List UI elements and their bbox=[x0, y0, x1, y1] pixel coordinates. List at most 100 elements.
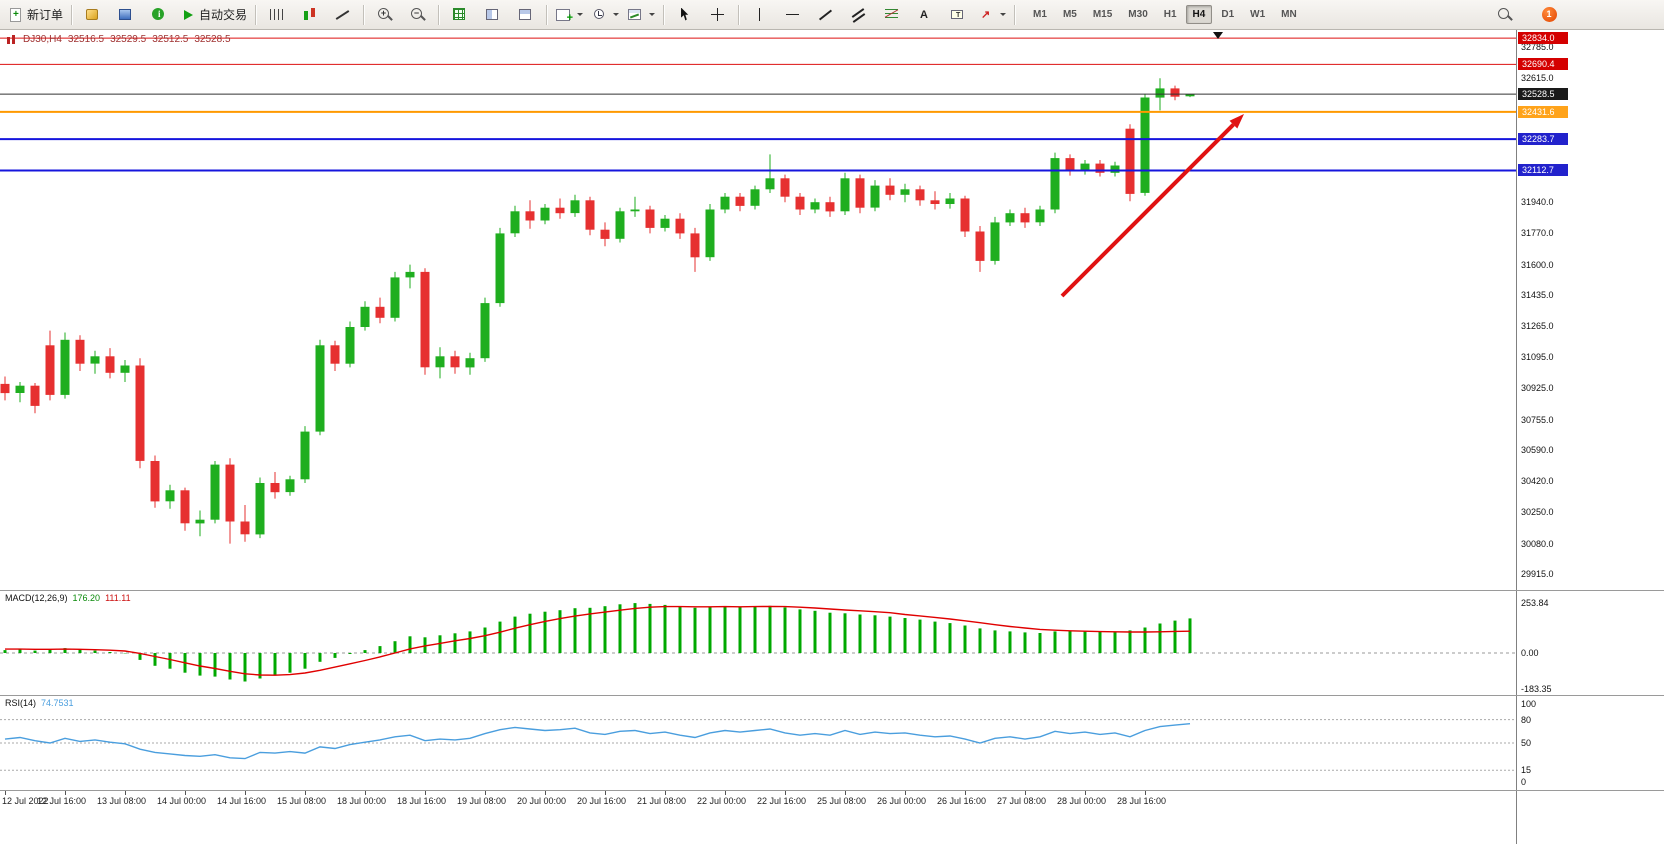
rsi-axis-label: 100 bbox=[1521, 699, 1537, 709]
data-window-button[interactable] bbox=[143, 2, 175, 28]
gold-icon bbox=[85, 7, 101, 23]
market-watch-button[interactable] bbox=[110, 2, 142, 28]
price-level-badge: 32834.0 bbox=[1518, 32, 1568, 44]
zoomin-icon bbox=[377, 7, 393, 23]
fibo-icon bbox=[884, 7, 900, 23]
auto-trading-button-label: 自动交易 bbox=[199, 8, 248, 22]
timeframe-m1[interactable]: M1 bbox=[1033, 9, 1047, 20]
date-axis-tick bbox=[305, 791, 306, 795]
text-label-tool-button[interactable] bbox=[942, 2, 974, 28]
date-label: 28 Jul 00:00 bbox=[1057, 796, 1107, 806]
vertical-line-tool-button[interactable] bbox=[744, 2, 776, 28]
tile-icon bbox=[485, 7, 501, 23]
indicators-grid-button[interactable] bbox=[444, 2, 476, 28]
date-axis[interactable]: 12 Jul 2022 12 Jul 16:00 13 Jul 08:00 14 Ju… bbox=[0, 791, 1516, 811]
zoom-out-button[interactable] bbox=[402, 2, 434, 28]
timeframe-w1[interactable]: W1 bbox=[1250, 9, 1266, 20]
date-label: 14 Jul 00:00 bbox=[157, 796, 207, 806]
zoomout-icon bbox=[410, 7, 426, 23]
price-axis-label: 31770.0 bbox=[1521, 228, 1554, 238]
price-axis-label: 31265.0 bbox=[1521, 321, 1554, 331]
pane-separator[interactable] bbox=[0, 590, 1664, 591]
current-price-badge: 32528.5 bbox=[1518, 88, 1568, 100]
candlestick-mode-button[interactable] bbox=[294, 2, 326, 28]
date-label: 21 Jul 08:00 bbox=[637, 796, 687, 806]
text-tool-button[interactable] bbox=[909, 2, 941, 28]
timeframe-mn[interactable]: MN bbox=[1281, 9, 1297, 20]
price-chart-canvas[interactable] bbox=[0, 30, 1516, 590]
macd-pane[interactable] bbox=[0, 591, 1516, 695]
date-label: 22 Jul 00:00 bbox=[697, 796, 747, 806]
auto-trading-button[interactable]: 自动交易 bbox=[176, 2, 251, 28]
date-axis-tick bbox=[965, 791, 966, 795]
crosshair-tool-button[interactable] bbox=[702, 2, 734, 28]
main-price-pane[interactable] bbox=[0, 30, 1516, 590]
timeframe-m5[interactable]: M5 bbox=[1062, 9, 1077, 20]
symbol-period: DJ30,H4 bbox=[23, 34, 62, 45]
date-label: 27 Jul 08:00 bbox=[997, 796, 1047, 806]
macd-axis-label: 253.84 bbox=[1521, 598, 1549, 608]
macd-canvas[interactable] bbox=[0, 591, 1516, 695]
toolbar: 新订单 自动交易 M1 M5 M15 M30 H1 H4 D1 W1 MN 1 bbox=[0, 0, 1664, 30]
macd-axis-label: -183.35 bbox=[1521, 684, 1552, 694]
rsi-pane[interactable] bbox=[0, 696, 1516, 790]
vline-icon bbox=[752, 7, 768, 23]
trendline-tool-button[interactable] bbox=[810, 2, 842, 28]
timeframe-m30[interactable]: M30 bbox=[1128, 9, 1148, 20]
arrows-tool-button[interactable] bbox=[975, 2, 1010, 28]
bar-chart-mode-button[interactable] bbox=[261, 2, 293, 28]
timeframe-h1[interactable]: H1 bbox=[1163, 9, 1177, 20]
rsi-name: RSI(14) bbox=[5, 698, 37, 708]
new-order-button-label: 新订单 bbox=[27, 8, 64, 22]
ohlc-close: 32528.5 bbox=[194, 34, 231, 45]
dropdown-caret-icon bbox=[649, 13, 656, 16]
horizontal-line-tool-button[interactable] bbox=[777, 2, 809, 28]
toolbar-divider bbox=[663, 4, 666, 25]
crosshair-icon bbox=[710, 7, 726, 23]
date-label: 12 Jul 2022 bbox=[2, 796, 49, 806]
cascade-windows-button[interactable] bbox=[510, 2, 542, 28]
ohlc-low: 32512.5 bbox=[152, 34, 189, 45]
date-axis-tick bbox=[185, 791, 186, 795]
badge1-icon: 1 bbox=[1541, 7, 1557, 22]
new-order-button[interactable]: 新订单 bbox=[4, 2, 67, 28]
price-axis[interactable]: 32785.0 32615.0 31940.0 31770.0 31600.0 31435… bbox=[1516, 30, 1664, 844]
notification-badge[interactable]: 1 bbox=[1533, 2, 1565, 28]
cursor-tool-button[interactable] bbox=[669, 2, 701, 28]
timeframe-m15[interactable]: M15 bbox=[1092, 9, 1113, 20]
date-axis-tick bbox=[425, 791, 426, 795]
date-axis-tick bbox=[485, 791, 486, 795]
date-axis-tick bbox=[125, 791, 126, 795]
timeframe-switcher: M1 M5 M15 M30 H1 H4 D1 W1 MN bbox=[1026, 5, 1304, 24]
timeframe-h4[interactable]: H4 bbox=[1185, 5, 1213, 24]
symbol-chart-icon bbox=[6, 34, 17, 45]
search-button[interactable] bbox=[1489, 2, 1521, 28]
chart-window: DJ30,H4 32516.5 32529.5 32512.5 32528.5 … bbox=[0, 30, 1664, 844]
periods-button[interactable] bbox=[588, 2, 623, 28]
price-axis-label: 31940.0 bbox=[1521, 197, 1554, 207]
add-indicator-button[interactable] bbox=[552, 2, 587, 28]
channel-icon bbox=[851, 7, 867, 23]
toolbar-divider bbox=[1014, 4, 1017, 25]
date-axis-tick bbox=[1145, 791, 1146, 795]
tile-windows-button[interactable] bbox=[477, 2, 509, 28]
zoom-in-button[interactable] bbox=[369, 2, 401, 28]
date-label: 14 Jul 16:00 bbox=[217, 796, 267, 806]
toolbar-divider bbox=[546, 4, 549, 25]
charts-button[interactable] bbox=[77, 2, 109, 28]
rsi-canvas[interactable] bbox=[0, 696, 1516, 790]
rsi-axis-label: 15 bbox=[1521, 765, 1532, 775]
price-axis-label: 31600.0 bbox=[1521, 260, 1554, 270]
dropdown-caret-icon bbox=[1000, 13, 1007, 16]
date-axis-tick bbox=[365, 791, 366, 795]
pane-separator[interactable] bbox=[0, 695, 1664, 696]
price-axis-label: 31435.0 bbox=[1521, 290, 1554, 300]
date-label: 15 Jul 08:00 bbox=[277, 796, 327, 806]
templates-button[interactable] bbox=[624, 2, 659, 28]
channel-tool-button[interactable] bbox=[843, 2, 875, 28]
date-axis-separator bbox=[0, 790, 1664, 791]
line-chart-mode-button[interactable] bbox=[327, 2, 359, 28]
price-level-badge: 32112.7 bbox=[1518, 164, 1568, 176]
timeframe-d1[interactable]: D1 bbox=[1221, 9, 1235, 20]
fibonacci-tool-button[interactable] bbox=[876, 2, 908, 28]
